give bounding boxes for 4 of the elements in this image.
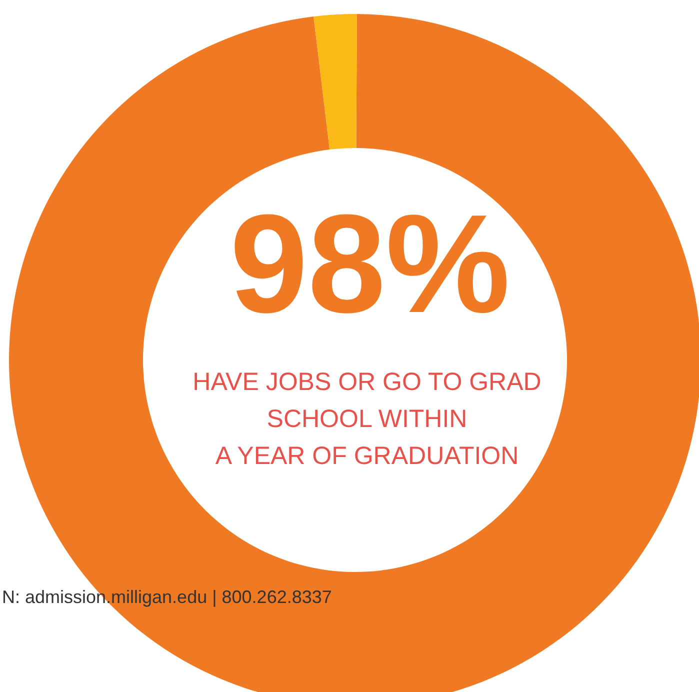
text: SCHOOL WITHIN [266,405,468,433]
text: 98% [230,185,510,342]
text: HAVE JOBS OR GO TO GRAD [192,368,542,396]
text: A YEAR OF GRADUATION [215,442,519,470]
